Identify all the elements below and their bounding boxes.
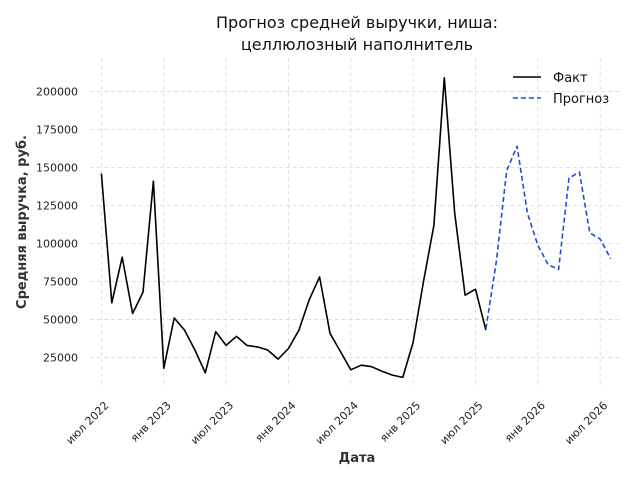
x-tick-label: июл 2024 xyxy=(313,399,361,447)
y-tick-label: 175000 xyxy=(36,123,78,136)
x-tick-label: июл 2022 xyxy=(64,399,112,447)
y-tick-label: 25000 xyxy=(43,352,78,365)
x-tick-label: янв 2026 xyxy=(502,399,548,445)
y-tick-label: 75000 xyxy=(43,276,78,289)
y-tick-label: 150000 xyxy=(36,161,78,174)
x-axis-label: Дата xyxy=(339,451,376,466)
x-tick-label: июл 2023 xyxy=(188,399,236,447)
x-tick-label: янв 2024 xyxy=(253,399,299,445)
y-tick-label: 200000 xyxy=(36,85,78,98)
x-axis-ticks: июл 2022 янв 2023 июл 2023 янв 2024 июл 2024… xyxy=(64,399,611,447)
series-line-forecast xyxy=(485,145,612,329)
x-tick-label: июл 2025 xyxy=(438,399,486,447)
series-line-fact xyxy=(100,77,487,379)
y-axis-ticks: 25000 50000 75000 100000 125000 150000 175000 2… xyxy=(36,85,78,364)
legend-label-fact: Факт xyxy=(553,71,588,86)
chart-title-line-1: Прогноз средней выручки, ниша: xyxy=(216,13,498,32)
y-tick-label: 100000 xyxy=(36,238,78,251)
y-tick-label: 50000 xyxy=(43,314,78,327)
series-lines xyxy=(100,77,612,379)
y-axis-label: Средняя выручка, руб. xyxy=(15,135,30,309)
x-tick-label: июл 2026 xyxy=(562,399,610,447)
y-tick-label: 125000 xyxy=(36,200,78,213)
legend-label-forecast: Прогноз xyxy=(553,92,609,107)
legend: Факт Прогноз xyxy=(513,71,609,107)
grid-lines xyxy=(90,58,622,388)
x-tick-label: янв 2025 xyxy=(377,399,423,445)
chart-title-line-2: целлюлозный наполнитель xyxy=(241,35,473,54)
x-tick-label: янв 2023 xyxy=(128,399,174,445)
